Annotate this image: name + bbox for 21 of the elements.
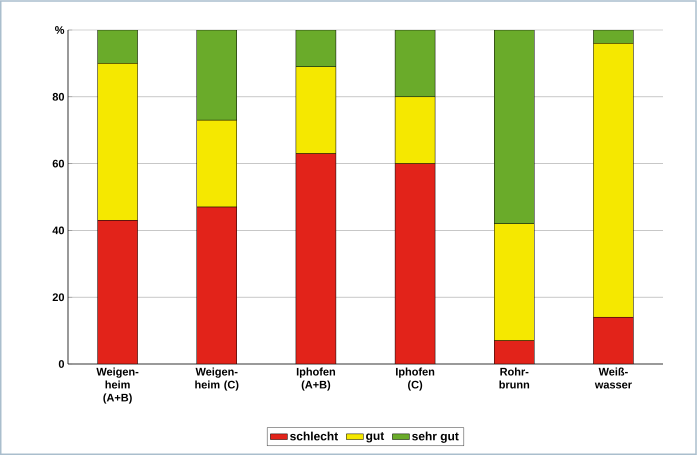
y-tick-label: 80 xyxy=(52,92,64,101)
y-tick-label: % xyxy=(55,26,64,34)
x-tick-label: Weigen-heim (A+B) xyxy=(96,368,138,404)
bar xyxy=(394,163,436,364)
x-tick-label: Rohr-brunn xyxy=(499,368,530,389)
y-tick-label: 20 xyxy=(52,293,64,302)
y-tick-label: 60 xyxy=(52,160,64,168)
bar xyxy=(296,153,336,364)
bar xyxy=(97,220,138,364)
legend-label: sehr gut xyxy=(412,432,459,443)
y-tick-label: 0 xyxy=(58,360,64,368)
bar xyxy=(494,340,535,364)
legend-label: schlecht xyxy=(290,432,338,440)
x-tick-label: Weiß-wasser xyxy=(594,368,632,389)
bar xyxy=(593,316,634,364)
y-tick-label: 40 xyxy=(52,226,64,234)
x-tick-label: Weigen-heim (C) xyxy=(195,368,238,391)
x-tick-label: Iphofen (A+B) xyxy=(296,368,336,391)
x-tick-label: Iphofen (C) xyxy=(396,368,434,391)
legend-label: gut xyxy=(366,432,384,442)
bar xyxy=(196,206,237,364)
